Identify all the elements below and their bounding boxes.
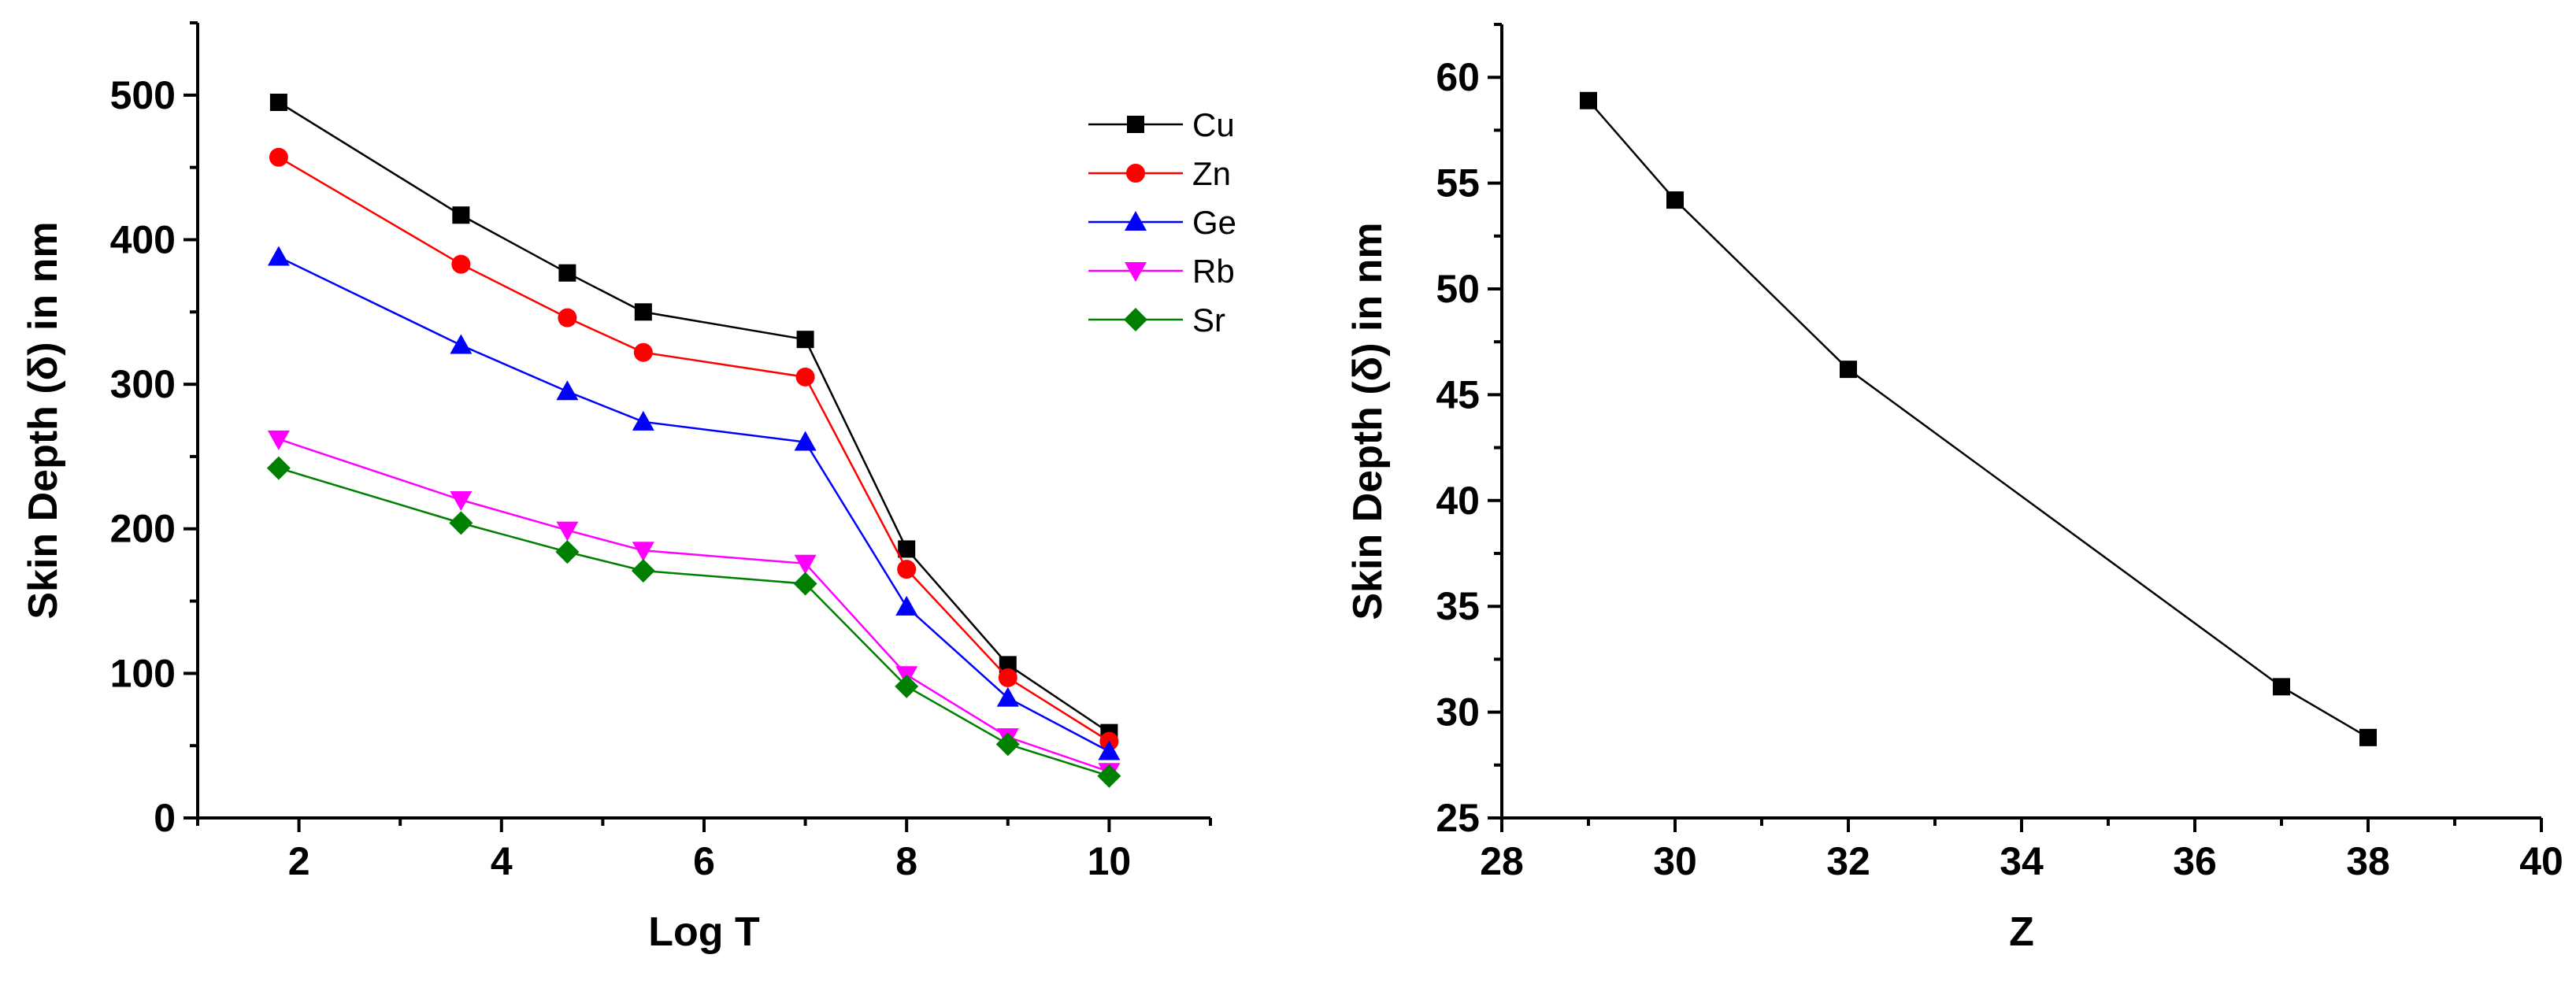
chart1-x-axis-title: Log T xyxy=(648,909,760,955)
chart1-series-cu-line xyxy=(278,101,1110,734)
chart2-y-tick-label: 50 xyxy=(1436,267,1480,311)
chart1-series-zn-line xyxy=(278,156,1110,742)
chart2-x-tick-label: 34 xyxy=(2000,839,2044,883)
chart2-y-tick-label: 25 xyxy=(1436,796,1480,840)
chart1-series-zn-point xyxy=(451,254,471,274)
legend-item-rb: Rb xyxy=(1088,253,1235,290)
chart2-series-0-point xyxy=(1580,91,1597,109)
legend-item-cu: Cu xyxy=(1088,106,1235,143)
chart1-series-sr-point xyxy=(995,732,1020,757)
chart1-series-cu-point xyxy=(999,656,1017,674)
chart2-y-tick-label: 55 xyxy=(1436,161,1480,205)
chart1-series-ge-point xyxy=(1098,740,1121,760)
chart1-y-tick-label: 200 xyxy=(110,507,176,551)
legend-label: Rb xyxy=(1192,253,1235,290)
chart1-series-cu-point xyxy=(796,331,814,349)
chart2-y-tick-label: 40 xyxy=(1436,479,1480,523)
legend-label: Ge xyxy=(1192,204,1236,241)
chart2-y-tick-label: 45 xyxy=(1436,372,1480,416)
chart1-series-ge-point xyxy=(267,246,290,266)
chart1-series-cu-point xyxy=(558,264,576,282)
chart1-series-zn-point xyxy=(633,342,653,362)
chart1-series-ge-point xyxy=(556,380,579,401)
chart1-series-cu-point xyxy=(269,94,287,111)
chart1-series-rb-point xyxy=(632,542,654,562)
chart1-series-sr-point xyxy=(266,456,291,480)
legend-label: Sr xyxy=(1192,302,1225,339)
legend-item-ge: Ge xyxy=(1088,204,1236,241)
chart2-x-axis-title: Z xyxy=(2009,909,2034,955)
chart1-series-ge-line xyxy=(278,256,1110,753)
chart1-series-zn-point xyxy=(795,367,815,387)
chart1-series-rb-line xyxy=(278,438,1110,773)
chart1-series-sr-point xyxy=(1097,764,1121,788)
chart2-series-0-line xyxy=(1588,99,2369,738)
chart1-series-rb-point xyxy=(450,491,473,511)
chart1-series-sr-line xyxy=(278,467,1110,777)
chart1-x-tick-label: 6 xyxy=(693,839,715,883)
chart1-y-tick-label: 300 xyxy=(110,362,176,406)
legend-swatch-marker xyxy=(1125,211,1147,231)
legend-label: Cu xyxy=(1192,106,1235,143)
chart2-x-tick-label: 40 xyxy=(2519,839,2563,883)
chart2-y-tick-label: 60 xyxy=(1436,55,1480,99)
chart2-series-0-point xyxy=(2273,678,2290,696)
chart1-series-rb-point xyxy=(267,430,290,450)
legend-item-sr: Sr xyxy=(1088,302,1225,339)
chart1-x-tick-label: 10 xyxy=(1088,839,1132,883)
chart1-series-zn-point xyxy=(998,668,1017,687)
chart1-series-rb-point xyxy=(556,521,579,542)
chart2-x-tick-label: 38 xyxy=(2346,839,2390,883)
legend-label: Zn xyxy=(1192,155,1231,192)
chart2-y-axis-title: Skin Depth (δ) in nm xyxy=(1345,222,1391,620)
chart-skin-depth-vs-z: 28 30 32 34 36 38 40 25 30 35 40 45 50 55 60 Z Skin Dept… xyxy=(1345,23,2563,955)
chart1-series-ge-point xyxy=(794,431,817,451)
legend-swatch-marker xyxy=(1125,262,1147,282)
chart1-y-tick-label: 400 xyxy=(110,217,176,261)
chart1-series-ge-point xyxy=(450,334,473,354)
chart1-x-tick-label: 4 xyxy=(491,839,513,883)
chart2-series-0-point xyxy=(2359,728,2377,746)
chart1-y-tick-label: 0 xyxy=(154,796,176,840)
chart2-x-tick-label: 28 xyxy=(1480,839,1524,883)
chart1-series-zn-point xyxy=(269,147,288,167)
chart1-x-tick-label: 8 xyxy=(895,839,917,883)
legend-swatch-marker xyxy=(1126,164,1145,183)
legend-swatch-marker xyxy=(1124,308,1147,331)
chart1-series-ge-point xyxy=(996,686,1019,707)
chart1-y-axis-title: Skin Depth (δ) in nm xyxy=(20,221,66,619)
chart1-series-sr-point xyxy=(631,558,655,583)
chart2-y-tick-label: 30 xyxy=(1436,690,1480,734)
chart1-legend: Cu Zn Ge Rb Sr xyxy=(1088,106,1236,339)
chart1-series-cu-point xyxy=(452,206,470,224)
legend-swatch-marker xyxy=(1127,116,1144,133)
chart2-x-tick-label: 36 xyxy=(2173,839,2217,883)
chart1-series-sr-point xyxy=(895,674,919,698)
chart1-series-zn-point xyxy=(897,560,917,579)
chart2-series-0-point xyxy=(1666,191,1684,209)
chart1-x-tick-label: 2 xyxy=(288,839,310,883)
chart1-series-rb-point xyxy=(794,554,817,575)
chart2-x-tick-label: 30 xyxy=(1653,839,1697,883)
chart1-series-sr-point xyxy=(555,540,580,564)
chart2-x-tick-label: 32 xyxy=(1826,839,1870,883)
chart2-y-tick-label: 35 xyxy=(1436,584,1480,628)
chart1-series-zn-point xyxy=(558,308,577,327)
chart1-series-sr-point xyxy=(449,511,473,535)
chart1-y-tick-label: 500 xyxy=(110,73,176,117)
chart1-y-tick-label: 100 xyxy=(110,651,176,695)
chart1-series-ge-point xyxy=(632,410,654,431)
legend-item-zn: Zn xyxy=(1088,155,1231,192)
chart1-series-ge-point xyxy=(895,595,918,616)
chart2-series-0-point xyxy=(1840,361,1857,379)
chart1-series-cu-point xyxy=(634,303,652,321)
chart1-series-cu-point xyxy=(898,540,916,558)
chart1-series-sr-point xyxy=(793,572,817,596)
